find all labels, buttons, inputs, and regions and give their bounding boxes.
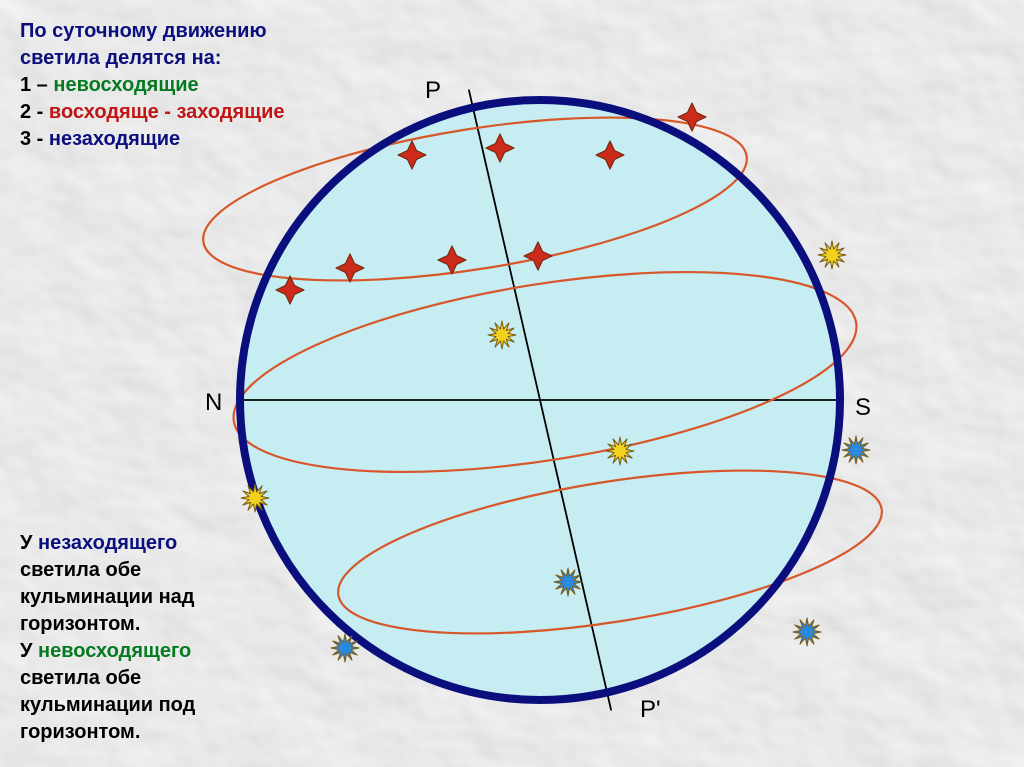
celestial-sphere-diagram: P P' N S <box>0 0 1024 767</box>
label-Pp: P' <box>640 696 661 723</box>
blue-star-2 <box>842 436 870 464</box>
label-N: N <box>205 389 222 416</box>
label-P: P <box>425 77 441 104</box>
yellow-star-3 <box>818 241 846 269</box>
label-S: S <box>855 394 871 421</box>
blue-star-3 <box>793 618 821 646</box>
